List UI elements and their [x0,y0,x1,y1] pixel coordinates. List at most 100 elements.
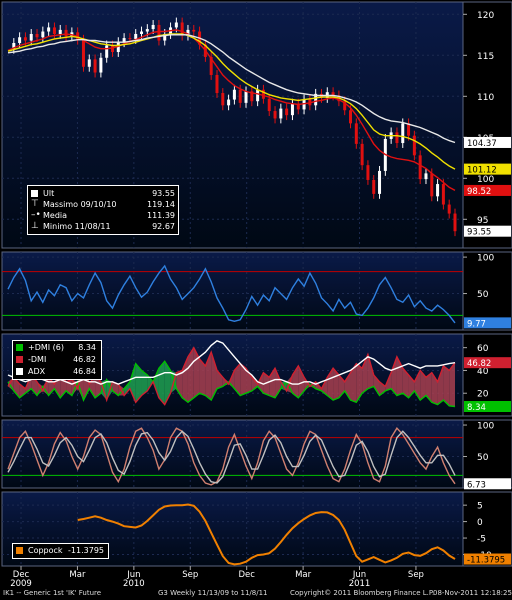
min-marker-icon: ⊥ [31,221,39,231]
price-candle [261,89,265,99]
price-last-value-box [464,225,511,237]
dmi-fill-segment [216,370,223,389]
legend-row-plus-dmi: +DMI (6) 8.34 [16,342,96,353]
price-series-line [7,34,456,144]
price-tick-label: 110 [477,93,494,103]
price-candle [99,57,103,73]
price-candle [232,89,236,100]
legend-value: 8.34 [78,343,96,352]
dmi-fill-segment [362,354,368,394]
price-candle [140,31,144,34]
dmi-fill-segment [420,370,426,401]
legend-value: 119.14 [147,200,175,209]
price-candle [267,98,271,112]
price-candle [285,108,289,116]
price-candle [41,31,45,38]
price-legend: Ult 93.55 ⊤ Massimo 09/10/10 119.14 –• M… [27,185,179,235]
dmi-tick-label: 40 [477,367,489,377]
price-candle [180,22,184,36]
dmi-fill-segment [176,370,183,398]
legend-row-adx: ADX 46.84 [16,366,96,377]
x-tick-label: Sep [182,570,198,580]
dmi-fill-segment [344,372,351,401]
price-candle [12,43,16,49]
rsi-plot-area [1,251,464,331]
price-candle [343,101,347,111]
coppock-legend: Coppock -11.3795 [12,543,109,559]
price-candle [372,179,376,194]
legend-key: Massimo 09/10/10 [43,200,117,209]
price-candle [151,24,155,30]
legend-key: Media [43,211,68,220]
dmi-fill-segment [350,363,357,403]
price-candle [58,29,62,34]
price-candle [163,33,167,41]
panel-stoch: 50 100 6.73 [1,419,512,490]
price-candle [244,91,248,103]
legend-row-minus-dmi: -DMI 46.82 [16,354,96,365]
price-candle [366,165,370,180]
price-candle [407,123,411,136]
legend-value: 111.39 [147,211,175,220]
price-candle [360,143,364,166]
dmi-fill-segment [321,377,328,396]
dmi-fill-segment [246,368,252,394]
price-tick-label: 120 [477,11,494,21]
price-candle [23,37,27,41]
x-tick-label: Mar [69,570,86,580]
dmi-last-value-box [464,357,511,369]
price-last-value-label: 101.12 [467,166,497,176]
price-candle [128,38,132,40]
price-candle [116,42,120,53]
price-candle [221,93,225,106]
dmi-fill-segment [211,352,217,401]
price-candle [52,27,56,34]
x-tick-label: Sep [408,570,424,580]
dmi-fill-segment [31,375,38,396]
price-candle [447,204,451,214]
price-candle [314,93,318,106]
price-candle [209,56,213,75]
dmi-fill-segment [391,356,397,396]
price-candle [279,108,283,119]
dmi-tick-label: 20 [477,390,489,400]
price-candle [81,39,85,67]
price-candle [35,33,39,38]
price-candle [186,29,190,36]
price-candle [18,37,22,43]
dmi-fill-segment [379,381,386,396]
dmi-tick-label: 60 [477,344,489,354]
dot-marker-icon: –• [31,210,41,220]
legend-key: Coppock [28,546,63,555]
rsi-series-line [7,264,456,324]
price-last-value-label: 104.37 [467,139,497,149]
price-candle [192,29,196,32]
price-candle [349,110,353,124]
dmi-fill-segment [356,363,363,403]
dmi-fill-segment [449,362,455,407]
rsi-last-value-box [464,317,511,329]
price-candle [436,184,440,197]
price-candle [412,135,416,156]
price-candle [134,33,138,39]
rsi-tick-label: 100 [477,254,494,264]
price-candle [273,111,277,119]
legend-value: 46.84 [73,367,96,376]
legend-value: 46.82 [73,355,96,364]
price-candle [256,89,260,102]
dmi-legend: +DMI (6) 8.34 -DMI 46.82 ADX 46.84 [12,340,102,380]
dmi-fill-segment [443,365,450,406]
price-candle [430,173,434,197]
legend-key: Ult [43,189,55,198]
price-candle [453,213,457,232]
price-candle [290,103,294,116]
dmi-fill-segment [402,368,409,398]
x-tick-label: Dec [238,570,255,580]
dmi-fill-segment [373,375,380,396]
price-series-line [7,33,456,170]
price-candle [238,89,242,103]
legend-key: ADX [28,367,46,376]
coppock-last-value-box [464,553,511,565]
